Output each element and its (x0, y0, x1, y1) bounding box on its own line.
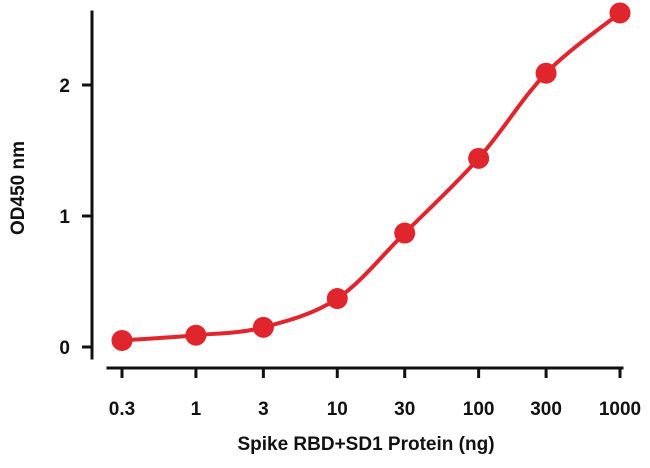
x-tick-label: 1000 (599, 399, 641, 420)
x-axis-ticks: 0.3 1 3 10 30 100 300 1000 (109, 368, 641, 420)
x-tick-label: 3 (258, 399, 269, 420)
y-axis-title: OD450 nm (8, 141, 29, 235)
data-point (111, 329, 133, 351)
data-point (394, 222, 416, 244)
data-point (535, 62, 557, 84)
y-tick-label: 0 (59, 338, 70, 359)
data-points (111, 2, 631, 351)
x-tick-label: 0.3 (109, 399, 135, 420)
x-tick-label: 30 (394, 399, 415, 420)
x-axis-title: Spike RBD+SD1 Protein (ng) (237, 434, 494, 455)
y-axis-ticks: 0 1 2 (59, 76, 92, 359)
y-tick-label: 1 (59, 207, 70, 228)
x-tick-label: 300 (530, 399, 562, 420)
x-tick-label: 100 (463, 399, 495, 420)
data-point (185, 324, 207, 346)
fit-curve (120, 10, 622, 343)
x-tick-label: 10 (327, 399, 348, 420)
data-point (252, 316, 274, 338)
x-tick-label: 1 (191, 399, 202, 420)
data-point (326, 288, 348, 310)
y-tick-label: 2 (59, 76, 70, 97)
data-point (468, 147, 490, 169)
data-point (609, 2, 631, 24)
